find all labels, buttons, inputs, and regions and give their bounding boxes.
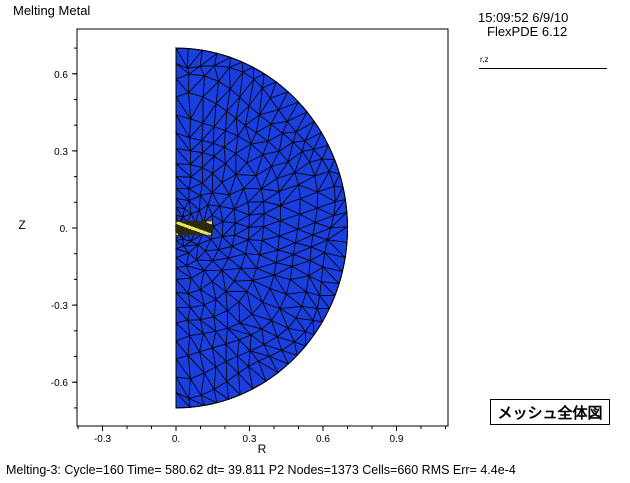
x-tick-label: 0. — [172, 434, 180, 445]
x-tick-label: -0.3 — [94, 434, 112, 445]
y-axis-label: Z — [18, 218, 25, 232]
y-tick-label: -0.6 — [51, 378, 69, 389]
y-tick-label: 0.6 — [54, 70, 68, 81]
mesh-region — [174, 46, 349, 409]
y-tick-label: -0.3 — [51, 301, 69, 312]
x-tick-label: 0.9 — [390, 434, 404, 445]
y-tick-label: 0. — [60, 224, 68, 235]
melt-node — [201, 231, 204, 234]
legend-label: r,z — [480, 55, 489, 64]
melt-node — [210, 222, 213, 225]
melt-node — [205, 233, 207, 235]
status-line: Melting-3: Cycle=160 Time= 580.62 dt= 39… — [6, 463, 516, 477]
melt-node — [183, 225, 186, 228]
x-axis-label: R — [258, 442, 267, 456]
x-tick-label: 0.3 — [243, 434, 257, 445]
melt-zone — [176, 220, 213, 236]
melt-node — [200, 231, 202, 234]
plot-title: Melting Metal — [13, 3, 91, 18]
version-label: FlexPDE 6.12 — [487, 24, 568, 39]
melt-node — [206, 221, 209, 224]
melt-node — [197, 230, 200, 233]
timestamp: 15:09:52 6/9/10 — [478, 10, 569, 25]
melt-node — [184, 225, 187, 228]
melt-node — [208, 222, 211, 225]
melt-node — [206, 233, 209, 236]
caption-box: メッシュ全体図 — [490, 399, 610, 425]
melt-node — [187, 226, 190, 229]
domain-boundary — [175, 47, 349, 409]
melt-node — [179, 224, 182, 226]
y-tick-label: 0.3 — [54, 147, 68, 158]
melt-node — [191, 228, 193, 231]
melt-node — [208, 233, 211, 235]
y-axis-ticks: 0.6 0.3 0. -0.3 -0.6 — [51, 47, 77, 409]
x-axis-ticks: -0.3 0. 0.3 0.6 0.9 — [77, 426, 446, 445]
melt-node — [176, 233, 179, 236]
legend-line — [479, 68, 607, 69]
melt-node — [188, 227, 191, 230]
melt-node — [178, 223, 181, 226]
melt-node — [196, 230, 199, 232]
melt-node — [193, 228, 196, 231]
x-tick-label: 0.6 — [316, 434, 330, 445]
